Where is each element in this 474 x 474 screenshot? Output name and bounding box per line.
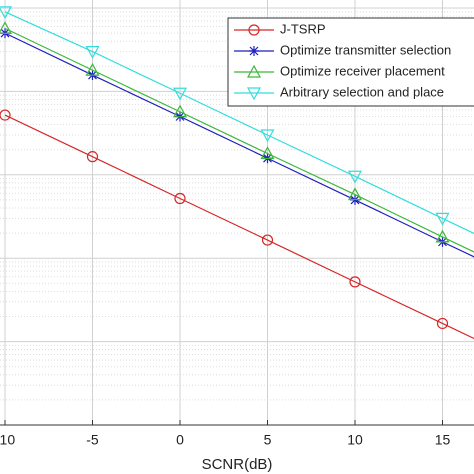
series-line <box>4 11 474 235</box>
marker <box>0 109 11 121</box>
marker <box>85 62 100 76</box>
marker <box>260 129 275 143</box>
x-tick-label: 15 <box>435 432 451 448</box>
marker <box>0 21 13 34</box>
marker <box>86 151 99 163</box>
x-tick-label: 0 <box>176 432 184 448</box>
x-tick-label: 5 <box>264 432 272 448</box>
legend-label: Arbitrary selection and place <box>280 84 444 99</box>
marker <box>246 64 262 78</box>
marker <box>261 234 274 246</box>
x-tick-label: 10 <box>347 432 363 448</box>
marker <box>347 170 363 184</box>
ticks: -10 -5 0 5 10 15 <box>0 420 450 448</box>
marker <box>349 276 361 288</box>
legend-label: J-TSRP <box>280 21 326 36</box>
marker <box>260 146 275 160</box>
legend-box <box>227 17 474 107</box>
marker <box>172 104 188 118</box>
plot-area <box>0 6 474 340</box>
legend-label: Optimize receiver placement <box>280 63 445 78</box>
marker <box>436 317 449 330</box>
x-axis-label: SCNR(dB) <box>202 456 273 473</box>
x-tick-label: -10 <box>0 432 15 448</box>
marker <box>246 87 262 101</box>
marker <box>248 24 260 36</box>
legend: J-TSRP Optimize transmitter selection Opti… <box>227 17 474 107</box>
marker <box>174 192 186 205</box>
series-line <box>4 27 474 253</box>
marker <box>435 229 450 243</box>
series-line <box>4 114 474 340</box>
legend-label: Optimize transmitter selection <box>280 42 451 57</box>
marker <box>85 46 100 59</box>
marker <box>172 87 188 101</box>
marker <box>347 187 363 201</box>
marker <box>0 6 13 20</box>
marker <box>435 212 450 226</box>
marker <box>249 46 259 56</box>
x-tick-label: -5 <box>86 432 99 448</box>
